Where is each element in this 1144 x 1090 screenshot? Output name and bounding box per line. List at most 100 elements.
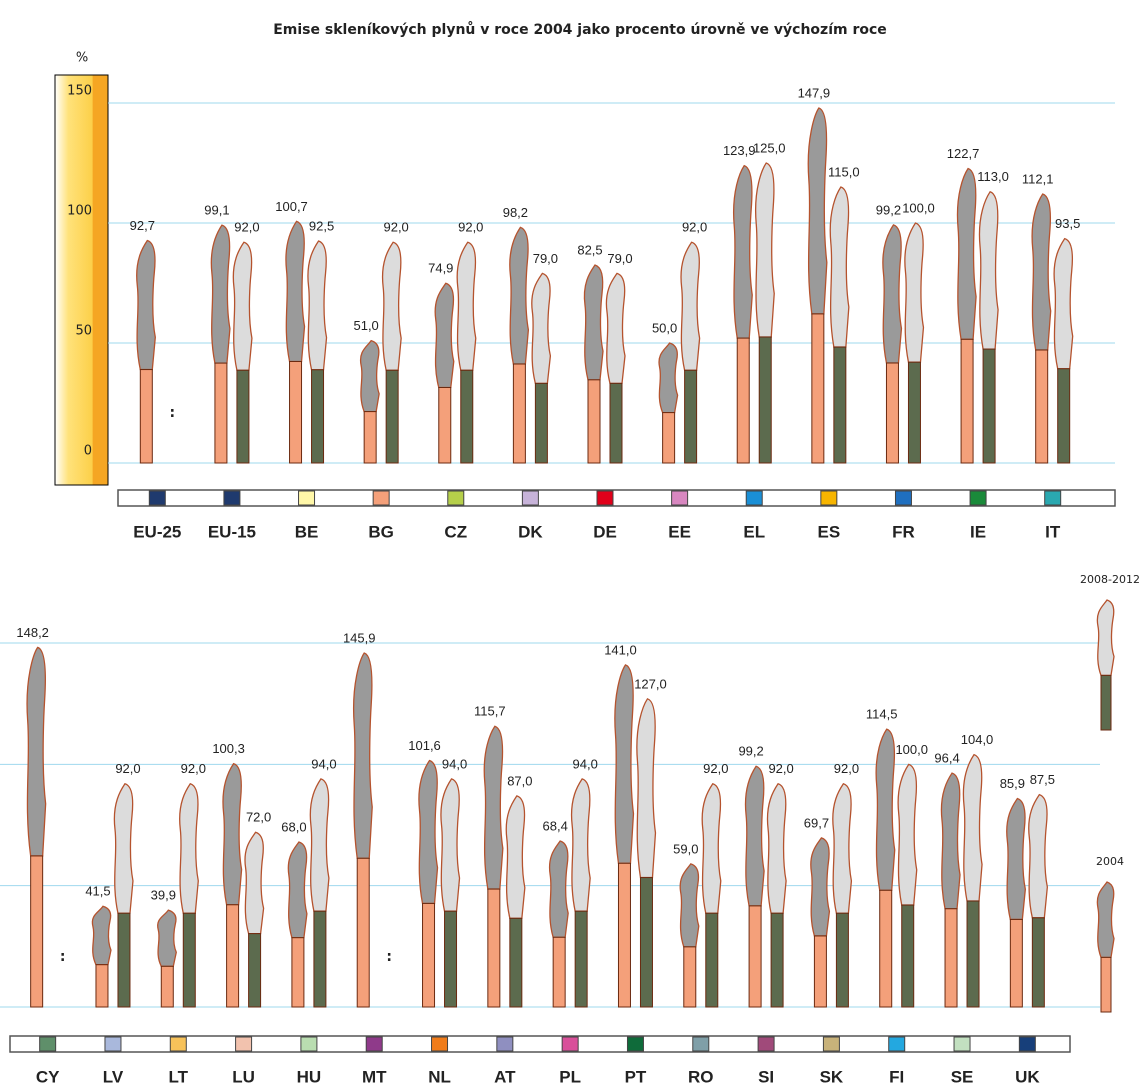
value-label: 87,0 [507, 773, 532, 788]
chimney [95, 964, 109, 1008]
value-label: 115,7 [474, 704, 506, 719]
smoke [232, 241, 253, 371]
country-swatch [692, 1036, 710, 1052]
chimney [966, 900, 980, 1008]
chimney [833, 346, 847, 464]
smoke [829, 186, 850, 348]
smoke [1096, 599, 1115, 677]
chimney [879, 889, 893, 1008]
smoke [440, 778, 461, 912]
smoke [381, 241, 402, 371]
chimney [907, 361, 921, 464]
value-label: 94,0 [311, 756, 336, 771]
value-label: 92,0 [703, 761, 728, 776]
chimney [385, 369, 399, 464]
chimney [552, 936, 566, 1008]
smoke [505, 795, 526, 919]
stack [440, 778, 461, 1008]
chimney [684, 369, 698, 464]
chimney [1035, 349, 1049, 464]
value-label: 92,7 [130, 218, 155, 233]
stack [483, 725, 504, 1008]
smoke [962, 753, 983, 902]
no-data-label: : [60, 949, 66, 965]
value-label: 41,5 [85, 884, 110, 899]
stack [829, 186, 850, 464]
value-label: 100,0 [895, 742, 928, 757]
smoke [807, 107, 828, 315]
smoke [744, 765, 765, 907]
x-tick-label: UK [1015, 1067, 1040, 1086]
y-label: % [76, 51, 88, 66]
stack [956, 167, 977, 464]
country-swatch [496, 1036, 514, 1052]
stack [113, 782, 134, 1008]
x-tick-label: CZ [444, 522, 467, 541]
value-label: 96,4 [934, 751, 959, 766]
value-label: 145,9 [343, 630, 376, 645]
x-tick-label: IT [1045, 522, 1061, 541]
smoke [418, 759, 439, 905]
value-label: 92,0 [768, 761, 793, 776]
value-label: 114,5 [866, 707, 898, 722]
x-tick-label: EU-25 [133, 522, 181, 541]
x-tick-label: EE [668, 522, 691, 541]
value-label: 92,0 [834, 761, 859, 776]
chimney [705, 912, 719, 1008]
smoke [897, 763, 918, 906]
value-label: 148,2 [16, 625, 49, 640]
stack [1031, 193, 1052, 464]
x-tick-label: EU-15 [208, 522, 256, 541]
stack [434, 282, 455, 464]
smoke [136, 239, 156, 371]
stack [285, 220, 306, 464]
stack [807, 107, 828, 464]
y-tick-label: 100 [67, 204, 92, 219]
x-tick-label: FR [892, 522, 915, 541]
country-swatch [820, 490, 838, 506]
x-tick-label: ES [818, 522, 841, 541]
y-tick-label: 0 [84, 444, 92, 459]
value-label: 99,2 [876, 202, 901, 217]
smoke [91, 905, 112, 966]
axis-box [54, 74, 109, 486]
legend-stack [1096, 599, 1115, 731]
chart-title: Emise skleníkových plynů v roce 2004 jak… [273, 21, 887, 38]
value-label: 141,0 [604, 642, 637, 657]
chimney [1100, 956, 1112, 1013]
value-label: 104,0 [961, 732, 994, 747]
legend-stack [1096, 881, 1115, 1013]
chimney [736, 337, 750, 464]
x-tick-label: SE [951, 1067, 974, 1086]
chimney [226, 904, 240, 1008]
value-label: 99,2 [738, 744, 763, 759]
value-label: 113,0 [977, 169, 1009, 184]
x-tick-label: IE [970, 522, 986, 541]
value-label: 79,0 [607, 251, 632, 266]
chimney [662, 412, 676, 464]
smoke [1006, 797, 1026, 921]
smoke [26, 646, 47, 857]
smoke [904, 222, 925, 363]
chimney [460, 369, 474, 464]
stack [1028, 793, 1048, 1008]
stack [91, 905, 112, 1008]
value-label: 92,0 [383, 220, 408, 235]
smoke [434, 282, 455, 389]
stack [875, 728, 896, 1008]
legend-label: 2008-2012 [1080, 573, 1140, 586]
smoke [210, 224, 231, 364]
chimney [609, 382, 623, 464]
chimney [982, 348, 996, 464]
chimney [236, 369, 250, 464]
value-label: 112,1 [1022, 171, 1054, 186]
country-swatch [1044, 490, 1062, 506]
country-swatch [561, 1036, 579, 1052]
chimney [363, 411, 377, 464]
category-strip [117, 489, 1116, 507]
value-label: 68,0 [281, 819, 306, 834]
value-label: 100,0 [902, 200, 935, 215]
chimney [248, 933, 262, 1008]
stack [222, 762, 243, 1008]
chimney [291, 937, 305, 1008]
